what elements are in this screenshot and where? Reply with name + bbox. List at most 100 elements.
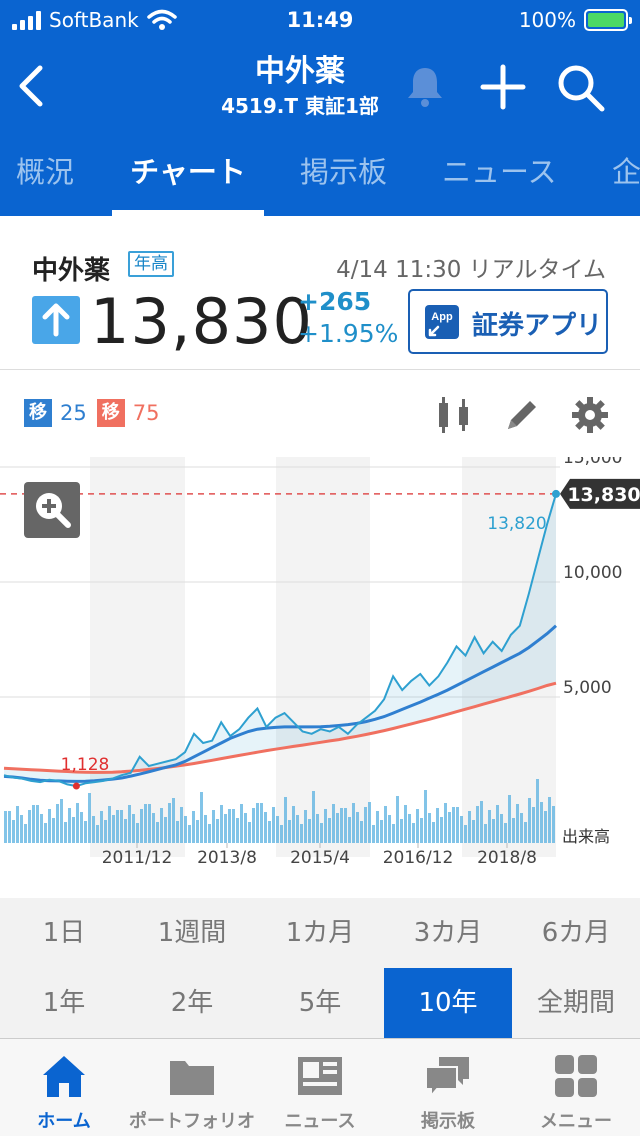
volume-bar [328,818,331,843]
app-icon: App [425,305,459,339]
volume-bar [496,805,499,843]
volume-bar [376,811,379,843]
chart-band [276,457,370,857]
tabbar-menu[interactable]: メニュー [512,1039,640,1136]
wifi-icon [146,9,177,30]
volume-bar [28,810,31,843]
period-6m[interactable]: 6カ月 [541,918,611,948]
gear-icon[interactable] [570,395,610,435]
page-title: 中外薬 [255,54,345,89]
back-icon[interactable] [12,62,52,110]
volume-bar [156,822,159,843]
newspaper-icon [298,1057,342,1095]
x-tick-label: 2016/12 [383,848,454,868]
quote-panel: 中外薬 年高 4/14 11:30 リアルタイム 13,830 +265 +1.… [0,216,640,370]
add-icon[interactable] [478,62,528,112]
zoom-icon[interactable] [24,482,80,538]
volume-bar [4,811,7,843]
volume-bar [460,816,463,843]
tab-company[interactable]: 企 [612,155,640,189]
y-tick-label: 10,000 [563,563,622,583]
volume-bar [204,815,207,843]
folder-icon [170,1061,214,1095]
price-chart[interactable]: 15,000 10,000 5,000 2011/12 2013/8 2015/4 2016… [0,457,640,898]
volume-bar [348,817,351,843]
volume-bar [344,808,347,843]
period-1d[interactable]: 1日 [42,918,86,948]
period-1y[interactable]: 1年 [42,988,86,1018]
page-subtitle: 4519.T 東証1部 [221,94,379,118]
search-icon[interactable] [554,62,608,114]
volume-bar [32,805,35,843]
x-tick-label: 2011/12 [102,848,173,868]
volume-bar [372,825,375,843]
tabbar-portfolio[interactable]: ポートフォリオ [128,1039,256,1136]
volume-bar [88,793,91,843]
volume-bar [52,818,55,843]
volume-bar [476,806,479,843]
volume-bar [524,822,527,843]
candlestick-icon[interactable] [436,395,472,435]
volume-bar [444,803,447,843]
status-right: 100% [519,8,632,32]
volume-bar [508,795,511,843]
volume-bar [304,810,307,843]
tabbar-news[interactable]: ニュース [256,1039,384,1136]
title-block: 中外薬 4519.T 東証1部 [0,52,600,120]
volume-bar [248,822,251,843]
volume-bar [152,813,155,843]
volume-bar [440,817,443,843]
period-10y[interactable]: 10年 [384,968,512,1038]
grid-menu-icon [555,1055,597,1097]
year-high-badge: 年高 [128,251,174,277]
last-price-label: 13,830 [567,484,640,506]
period-all[interactable]: 全期間 [536,988,615,1018]
volume-bar [484,824,487,843]
period-selector: 1日 1週間 1カ月 3カ月 6カ月 1年 2年 5年 10年 全期間 [0,898,640,1038]
period-3m[interactable]: 3カ月 [413,918,483,948]
low-price-dot [72,782,80,790]
bell-icon[interactable] [404,64,446,108]
section-tabs: 概況 チャート 掲示板 ニュース 企 [0,140,640,216]
volume-bar [80,812,83,843]
volume-bar [284,797,287,843]
nav-bar: 中外薬 4519.T 東証1部 [0,44,640,134]
period-2y[interactable]: 2年 [170,988,214,1018]
price-line [3,493,557,788]
tabbar-board[interactable]: 掲示板 [384,1039,512,1136]
volume-bar [44,823,47,843]
pencil-icon[interactable] [502,395,542,435]
tab-chart[interactable]: チャート [130,155,246,189]
volume-bar [272,807,275,843]
tab-overview[interactable]: 概況 [16,155,75,189]
volume-bar [448,812,451,843]
volume-bar [224,814,227,843]
period-1w[interactable]: 1週間 [157,918,227,948]
volume-bar [292,806,295,843]
volume-bar [296,815,299,843]
volume-bar [220,805,223,843]
chart-band [462,457,556,857]
ma25-badge: 移 [24,399,52,427]
volume-bar [36,805,39,843]
volume-bar [492,819,495,843]
volume-bar [8,811,11,843]
tabbar-home[interactable]: ホーム [0,1039,128,1136]
period-1m[interactable]: 1カ月 [285,918,355,948]
volume-bar [488,810,491,843]
period-5y[interactable]: 5年 [298,988,342,1018]
volume-bar [168,803,171,843]
tabbar-label: ニュース [284,1111,356,1132]
volume-bar [320,823,323,843]
volume-bar [84,821,87,843]
tab-board[interactable]: 掲示板 [300,155,388,189]
volume-bar [116,810,119,843]
y-tick-label: 5,000 [563,678,612,698]
securities-app-button[interactable]: App 証券アプリ [408,289,608,354]
volume-bar [128,805,131,843]
tab-news[interactable]: ニュース [442,155,557,189]
volume-bar [56,804,59,843]
volume-bar [164,817,167,843]
volume-bar [136,823,139,843]
high-price-label: 13,820 [487,514,546,534]
